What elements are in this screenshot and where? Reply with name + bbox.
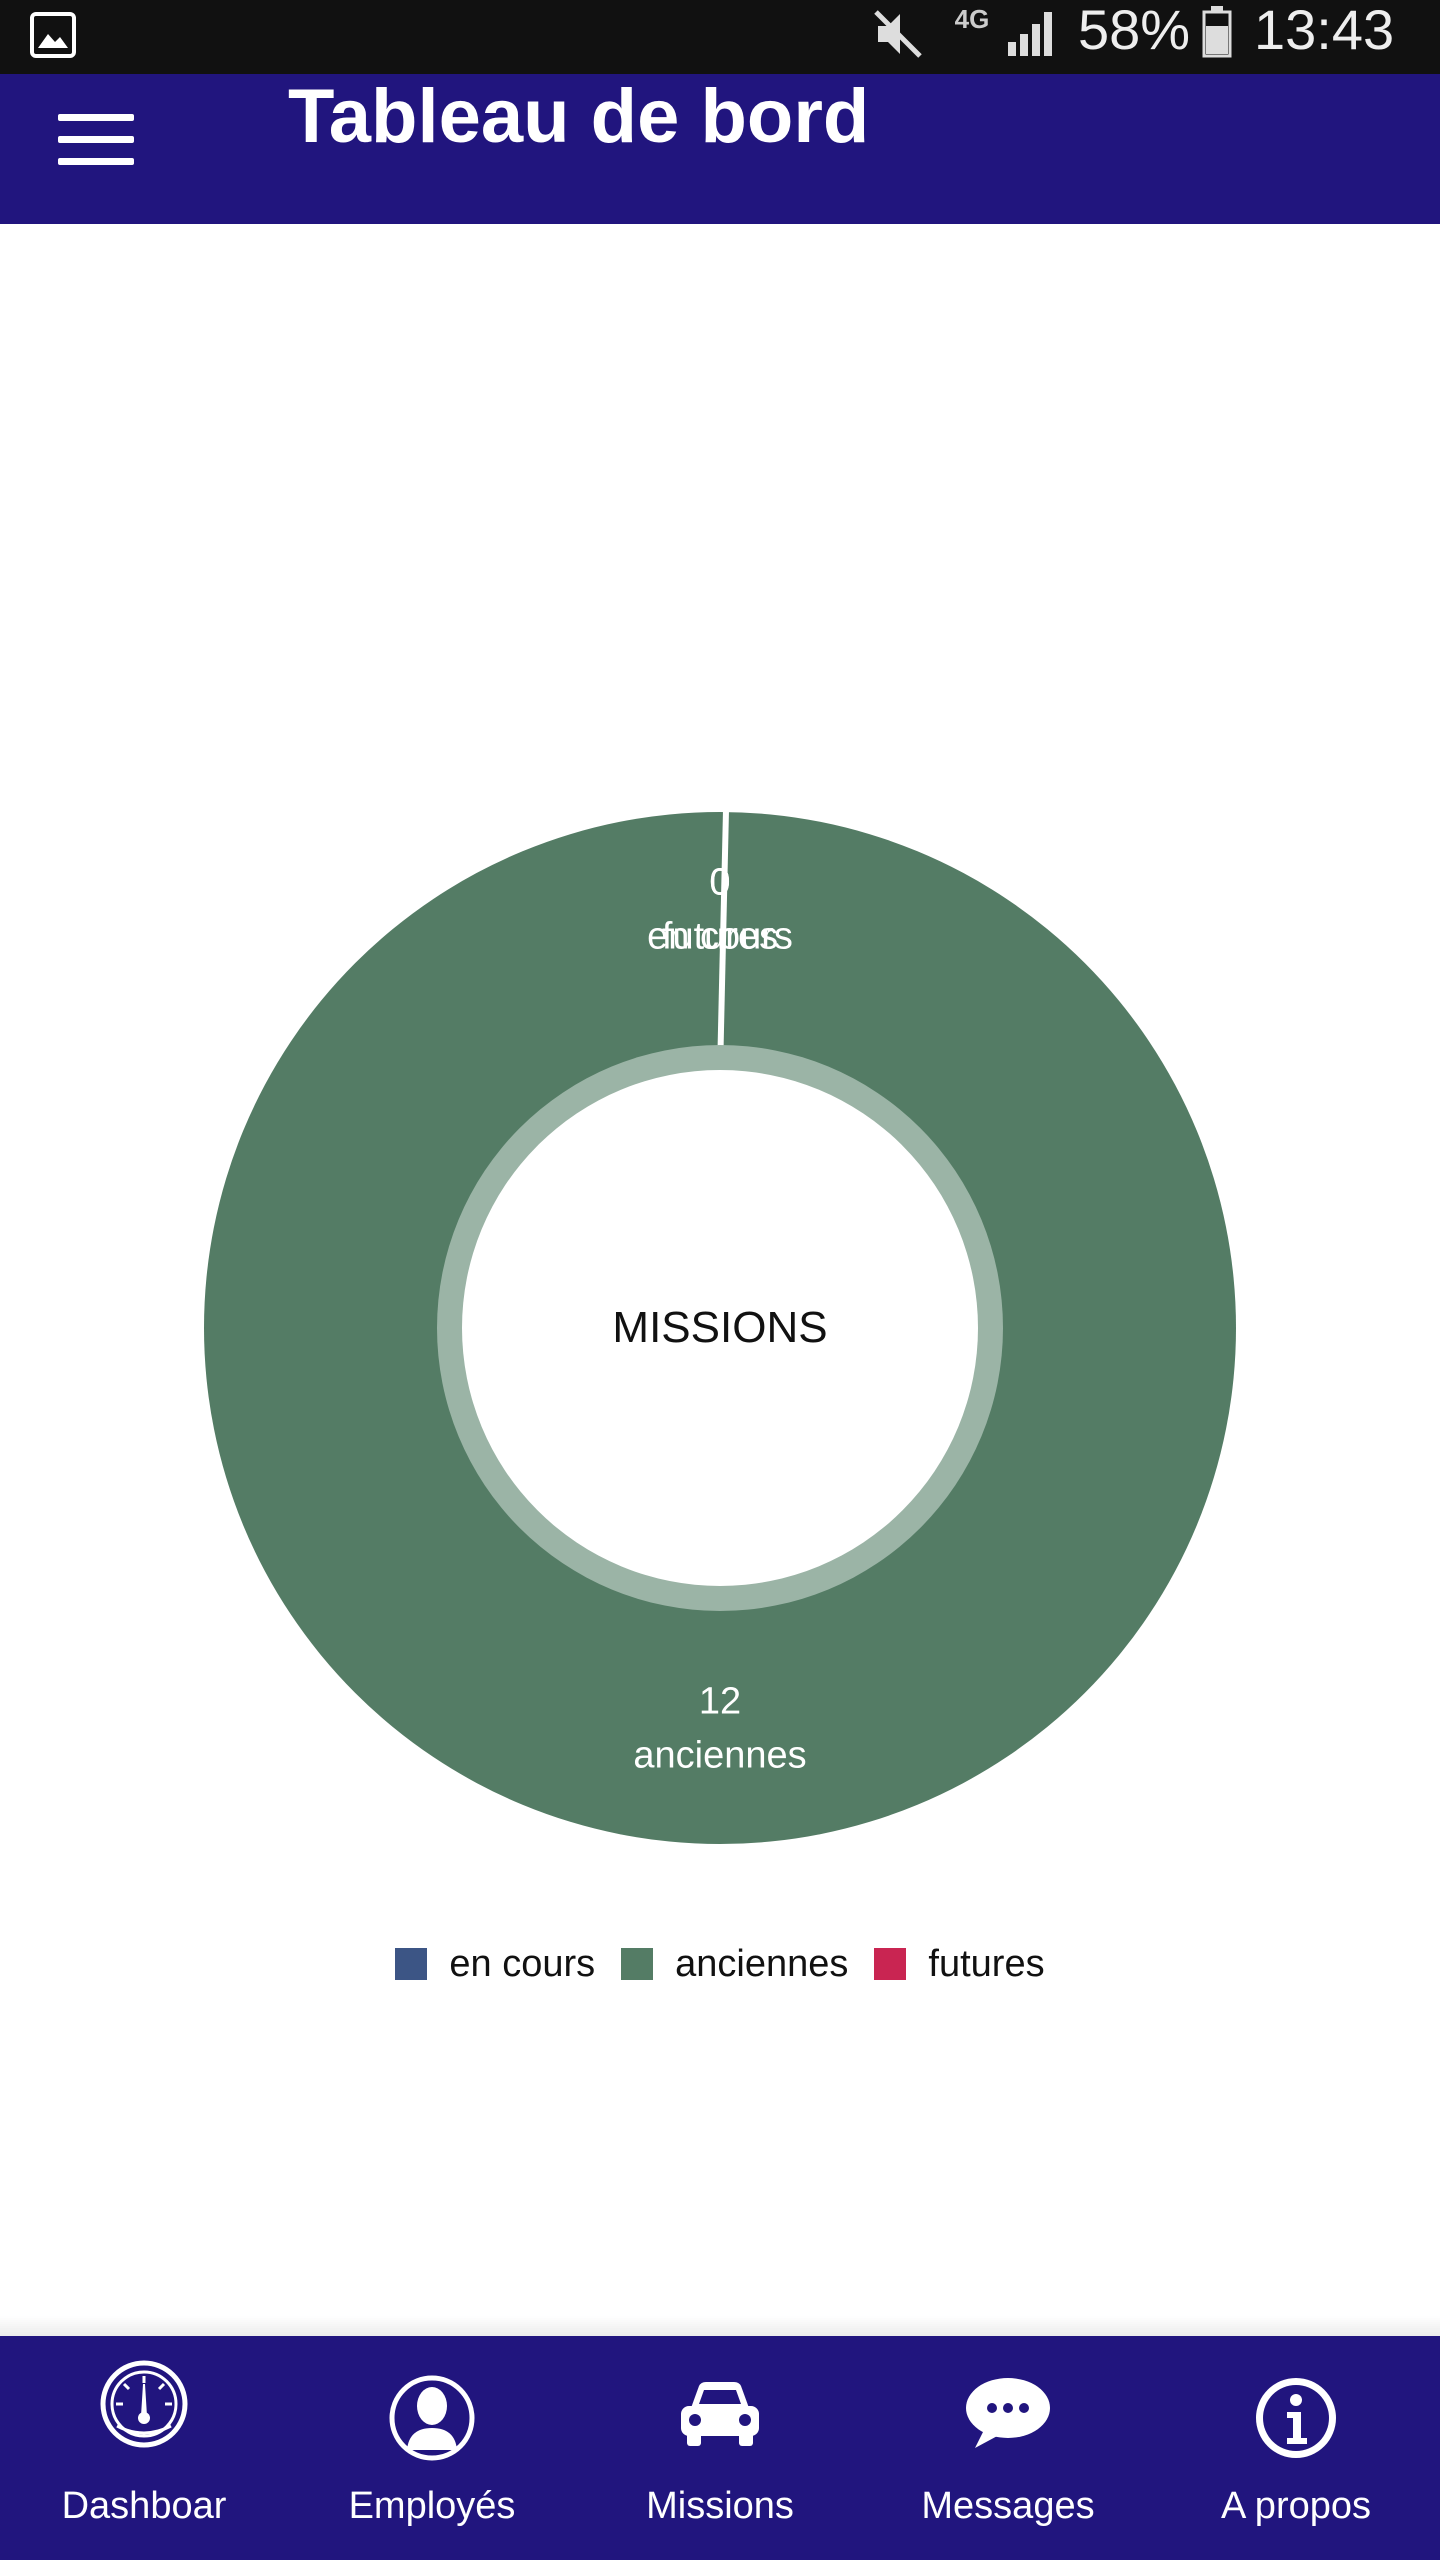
slice-label-anciennes: anciennes bbox=[633, 1735, 806, 1777]
legend-label-anciennes: anciennes bbox=[675, 1942, 849, 1985]
legend-item-anciennes[interactable]: anciennes bbox=[621, 1943, 848, 1986]
battery-icon bbox=[1202, 6, 1232, 58]
missions-donut-chart: 0 en cours 12 anciennes 0 futures MISSIONS bbox=[0, 224, 1440, 2334]
slice-value-en-cours: 0 bbox=[709, 862, 730, 904]
legend-item-en-cours[interactable]: en cours bbox=[395, 1943, 595, 1986]
chart-center-label: MISSIONS bbox=[612, 1303, 827, 1352]
nav-label-missions: Missions bbox=[646, 2485, 794, 2527]
hamburger-menu-icon[interactable] bbox=[40, 98, 150, 184]
nav-item-employes[interactable]: Employés bbox=[288, 2336, 576, 2560]
chat-bubble-icon bbox=[966, 2378, 1050, 2448]
signal-icon bbox=[1008, 12, 1052, 56]
nav-item-missions[interactable]: Missions bbox=[576, 2336, 864, 2560]
nav-label-a-propos: A propos bbox=[1221, 2485, 1371, 2527]
slice-separator bbox=[717, 809, 729, 1074]
legend-swatch-anciennes bbox=[621, 1948, 654, 1980]
car-icon bbox=[681, 2382, 759, 2446]
status-bar: 4G 58% 13:43 bbox=[0, 0, 1440, 74]
nav-label-dashboard: Dashboar bbox=[61, 2485, 227, 2527]
status-clock: 13:43 bbox=[1254, 0, 1395, 61]
legend-label-en-cours: en cours bbox=[449, 1942, 596, 1985]
legend-item-futures[interactable]: futures bbox=[874, 1942, 1045, 1986]
nav-item-a-propos[interactable]: A propos bbox=[1152, 2336, 1440, 2560]
legend-label-futures: futures bbox=[928, 1942, 1045, 1985]
slice-label-futures: futures bbox=[662, 916, 778, 958]
slice-value-futures: 0 bbox=[709, 862, 730, 904]
bottom-nav-shadow bbox=[0, 2316, 1440, 2336]
user-icon bbox=[389, 2375, 475, 2461]
nav-label-employes: Employés bbox=[348, 2485, 516, 2527]
nav-item-messages[interactable]: Messages bbox=[864, 2336, 1152, 2560]
legend-swatch-futures bbox=[874, 1948, 907, 1980]
slice-label-en-cours: en cours bbox=[647, 916, 793, 958]
chart-center-hole bbox=[462, 1070, 978, 1586]
mute-icon bbox=[874, 10, 922, 58]
slice-value-anciennes: 12 bbox=[699, 1681, 741, 1723]
bottom-navigation: Dashboar Employés Missions Messages bbox=[0, 2336, 1440, 2560]
nav-label-messages: Messages bbox=[921, 2485, 1095, 2527]
battery-percentage: 58% bbox=[1078, 0, 1191, 61]
network-type: 4G bbox=[954, 4, 990, 34]
page-title: Tableau de bord bbox=[288, 74, 870, 159]
nav-item-dashboard[interactable]: Dashboar bbox=[0, 2336, 288, 2560]
legend-swatch-en-cours bbox=[395, 1948, 428, 1980]
info-icon bbox=[1256, 2378, 1336, 2458]
gallery-icon bbox=[30, 12, 76, 58]
app-bar: Tableau de bord bbox=[0, 74, 1440, 224]
dashboard-gauge-icon bbox=[100, 2360, 188, 2448]
chart-legend: en cours anciennes futures bbox=[0, 1934, 1440, 1994]
